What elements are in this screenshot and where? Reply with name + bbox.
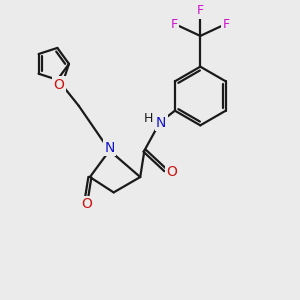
- Text: N: N: [104, 141, 115, 155]
- Text: N: N: [156, 116, 166, 130]
- Text: F: F: [223, 18, 230, 31]
- Text: O: O: [166, 165, 177, 179]
- Text: O: O: [82, 197, 93, 211]
- Text: H: H: [143, 112, 153, 125]
- Text: F: F: [171, 18, 178, 31]
- Text: F: F: [197, 4, 204, 17]
- Text: O: O: [53, 78, 64, 92]
